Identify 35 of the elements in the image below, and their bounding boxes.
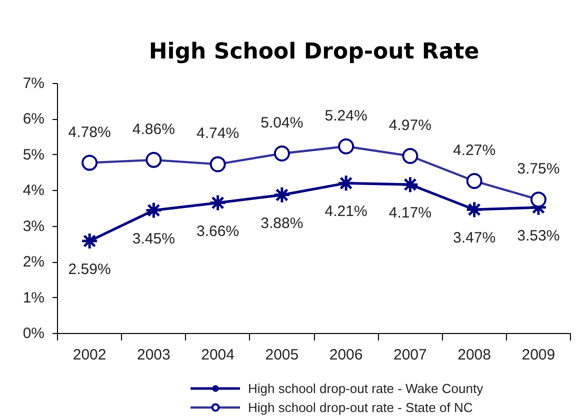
y-tick-label: 7% (22, 75, 45, 92)
data-label: 3.88% (260, 214, 304, 232)
y-tick-label: 2% (22, 254, 45, 271)
x-tick-label: 2006 (329, 346, 363, 364)
data-label: 3.45% (132, 230, 175, 248)
x-tick-label: 2003 (137, 346, 170, 364)
data-label: 4.86% (132, 120, 175, 138)
x-tick-label: 2008 (458, 346, 492, 364)
y-tick-label: 6% (22, 110, 45, 128)
data-label: 4.74% (196, 125, 240, 142)
y-tick-label: 5% (22, 146, 45, 164)
y-tick-label: 1% (22, 289, 45, 306)
data-label: 3.66% (196, 222, 240, 240)
data-label: 4.97% (388, 117, 432, 134)
data-label: 3.53% (517, 227, 560, 244)
legend-label: High school drop-out rate - State of NC (248, 399, 473, 415)
x-tick-label: 2007 (394, 346, 427, 364)
data-label: 4.78% (68, 124, 111, 141)
data-label: 3.75% (517, 160, 560, 178)
x-tick-label: 2009 (522, 346, 556, 364)
data-label: 5.24% (324, 107, 368, 124)
data-label: 2.59% (68, 261, 111, 278)
data-label: 4.17% (388, 204, 432, 222)
data-label: 3.47% (453, 230, 496, 247)
chart-title: High School Drop-out Rate (148, 40, 480, 64)
y-tick-label: 3% (22, 218, 45, 235)
y-tick-label: 0% (22, 325, 45, 342)
y-tick-label: 4% (22, 182, 45, 200)
x-tick-label: 2004 (201, 346, 235, 364)
x-tick-label: 2002 (72, 346, 106, 364)
data-label: 4.21% (324, 203, 368, 220)
legend-label: High school drop-out rate - Wake County (248, 380, 484, 396)
data-label: 5.04% (260, 114, 304, 132)
data-label: 4.27% (453, 142, 496, 159)
x-tick-label: 2005 (265, 346, 299, 364)
